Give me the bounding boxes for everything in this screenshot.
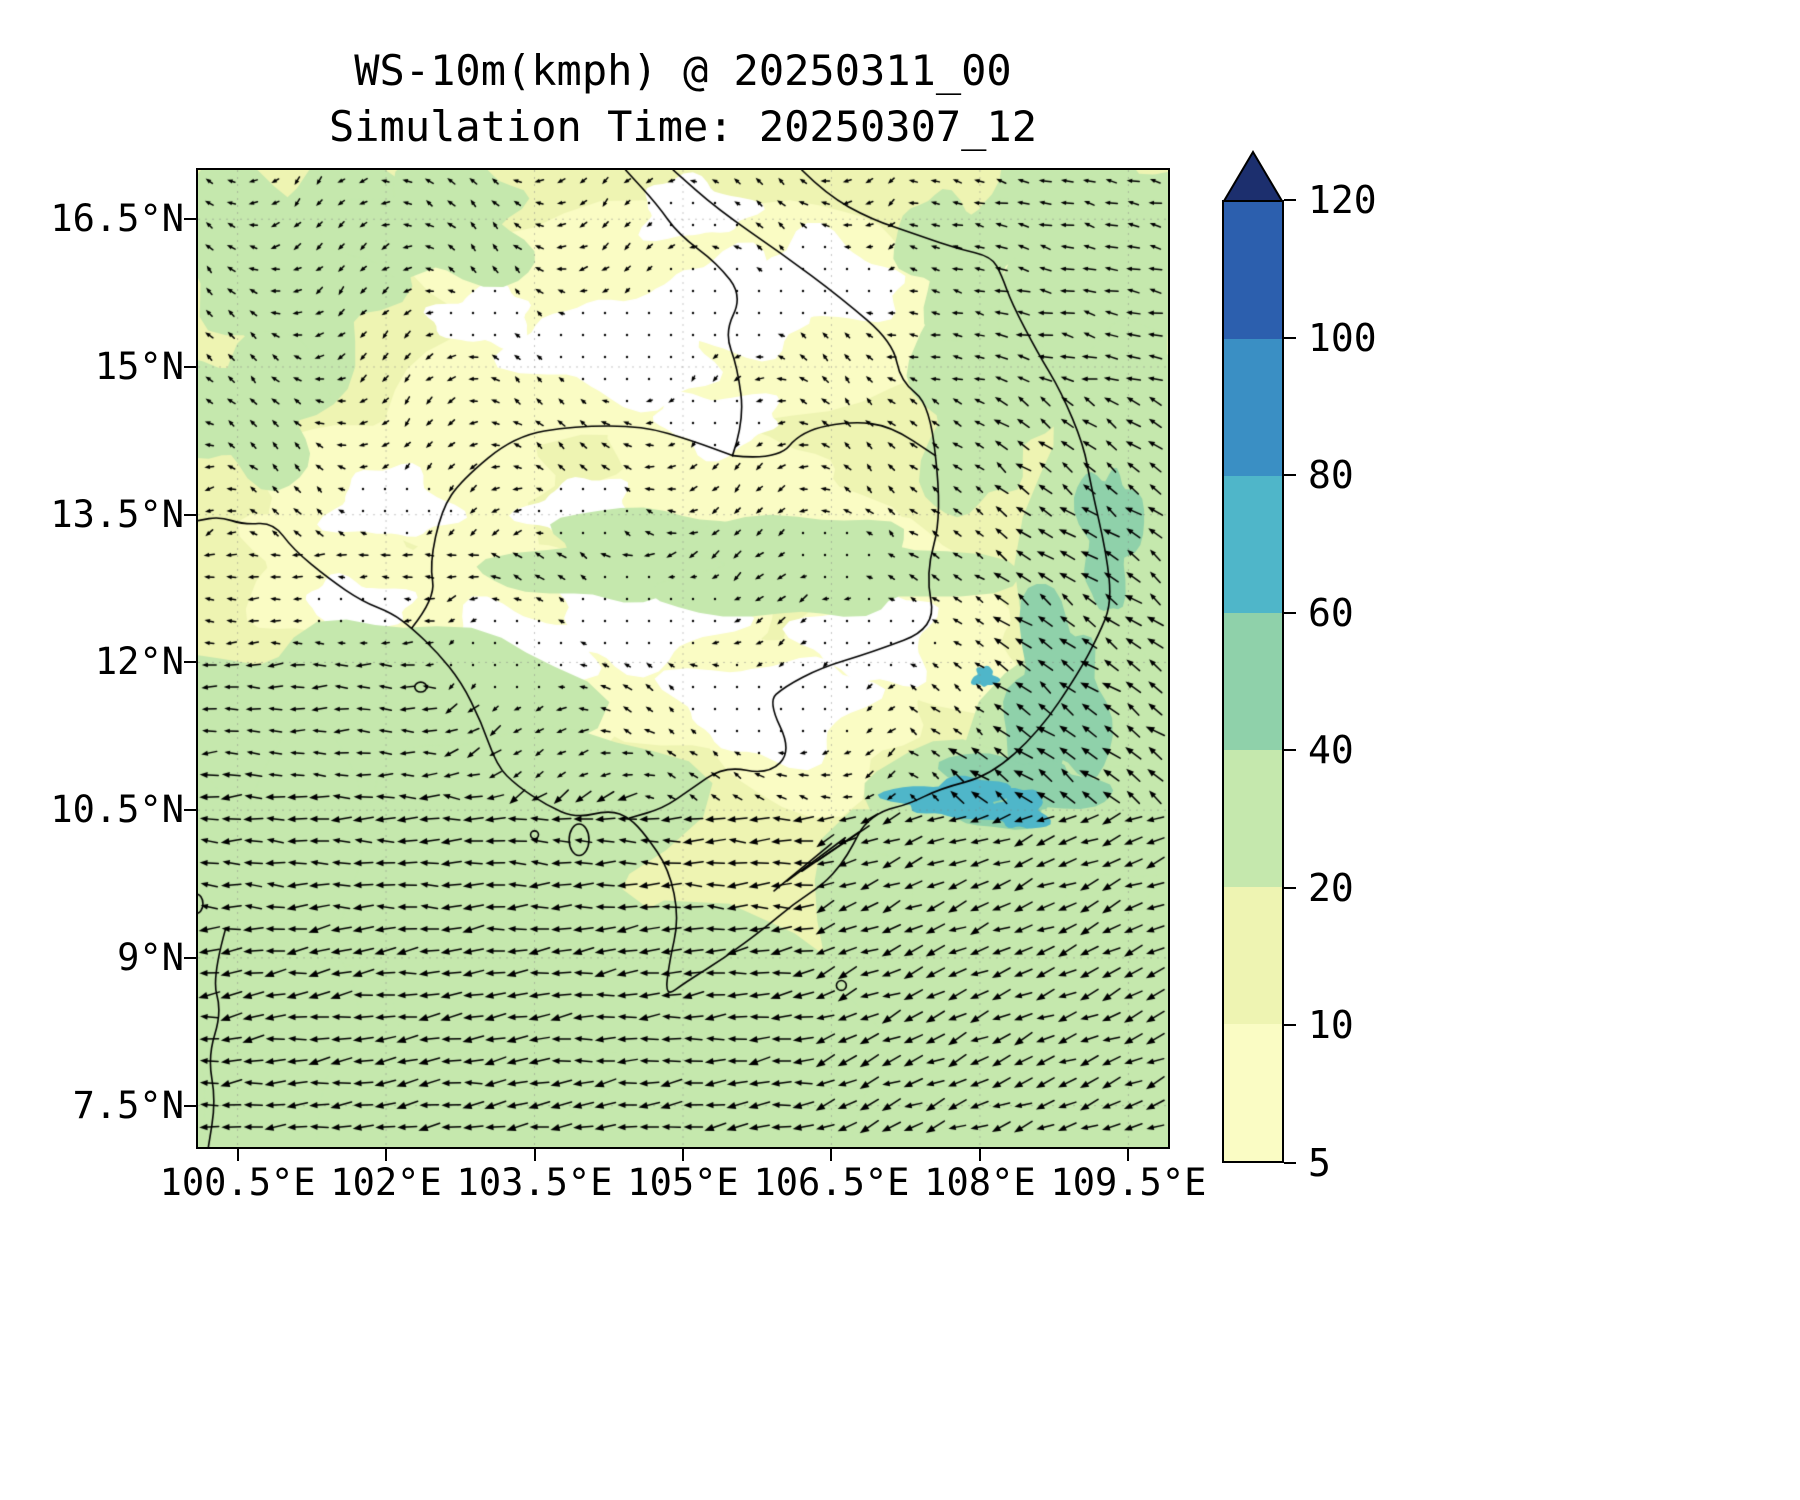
colorbar-segment <box>1224 750 1282 887</box>
colorbar-segment <box>1224 202 1282 339</box>
y-tick-mark <box>184 1104 196 1107</box>
x-tick-mark <box>385 1149 388 1161</box>
y-tick-label: 7.5°N <box>72 1083 184 1127</box>
x-tick-label: 106.5°E <box>753 1161 910 1204</box>
colorbar-tick-label: 80 <box>1308 453 1354 498</box>
y-tick-label: 9°N <box>117 935 184 979</box>
x-tick-label: 103.5°E <box>456 1161 613 1204</box>
colorbar-tick-mark <box>1284 1024 1296 1027</box>
x-tick-mark <box>978 1149 981 1161</box>
colorbar-segment <box>1224 476 1282 613</box>
y-tick-mark <box>184 809 196 812</box>
colorbar-tick-mark <box>1284 199 1296 201</box>
y-tick-label: 15°N <box>94 344 184 388</box>
colorbar-tick-label: 10 <box>1308 1003 1354 1048</box>
colorbar-tick-mark <box>1284 611 1296 614</box>
colorbar-tick-label: 5 <box>1308 1141 1331 1185</box>
y-tick-mark <box>184 218 196 221</box>
y-tick-mark <box>184 513 196 516</box>
x-tick-mark <box>682 1149 684 1161</box>
colorbar-segment <box>1224 1024 1282 1161</box>
x-tick-label: 102°E <box>330 1161 442 1204</box>
colorbar: 5 10 20 40 60 80 100 120 <box>1222 150 1377 1250</box>
colorbar-tick-mark <box>1284 886 1296 889</box>
chart-title: WS-10m(kmph) @ 20250311_00 <box>354 46 1012 95</box>
colorbar-tick-label: 60 <box>1308 590 1354 635</box>
colorbar-gradient <box>1222 200 1284 1163</box>
x-tick-mark <box>533 1149 536 1161</box>
colorbar-extend-triangle <box>1222 150 1284 202</box>
y-tick-mark <box>184 365 196 368</box>
colorbar-tick-mark <box>1284 749 1296 752</box>
colorbar-segment <box>1224 339 1282 476</box>
x-tick-label: 105°E <box>627 1161 739 1204</box>
y-tick-label: 16.5°N <box>50 197 184 241</box>
chart-subtitle: Simulation Time: 20250307_12 <box>328 102 1037 151</box>
wind-map-canvas <box>198 170 1168 1147</box>
y-tick-label: 12°N <box>94 640 184 684</box>
x-tick-mark <box>830 1149 833 1161</box>
x-tick-mark <box>1127 1149 1130 1161</box>
colorbar-tick-mark <box>1284 1162 1296 1164</box>
map-plot-area <box>196 168 1170 1149</box>
colorbar-tick-label: 100 <box>1308 315 1377 360</box>
colorbar-tick-mark <box>1284 336 1296 339</box>
colorbar-tick-label: 120 <box>1308 178 1377 222</box>
colorbar-tick-label: 40 <box>1308 728 1354 773</box>
y-tick-mark <box>184 956 196 959</box>
y-tick-mark <box>184 661 196 664</box>
x-tick-label: 108°E <box>924 1161 1036 1204</box>
y-tick-label: 13.5°N <box>50 492 184 536</box>
x-tick-label: 109.5°E <box>1050 1161 1207 1204</box>
x-tick-label: 100.5°E <box>159 1161 316 1204</box>
colorbar-tick-label: 20 <box>1308 865 1354 910</box>
x-tick-mark <box>236 1149 239 1161</box>
colorbar-segment <box>1224 613 1282 750</box>
y-tick-label: 10.5°N <box>50 788 184 832</box>
colorbar-tick-mark <box>1284 474 1296 477</box>
colorbar-segment <box>1224 887 1282 1024</box>
